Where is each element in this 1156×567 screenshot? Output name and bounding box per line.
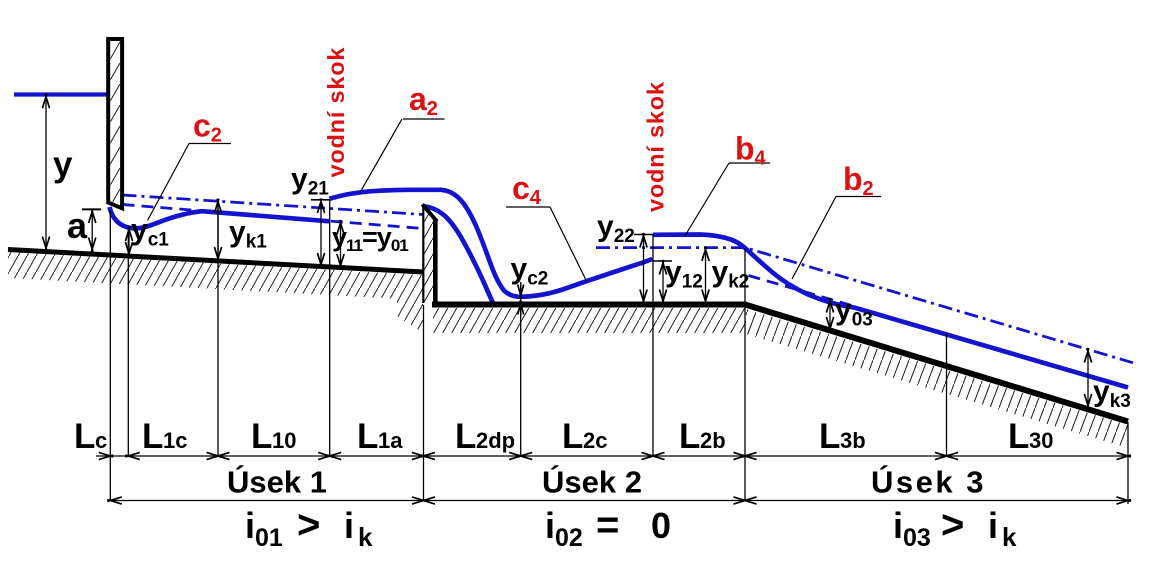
svg-text:1a: 1a bbox=[378, 428, 403, 453]
svg-text:L: L bbox=[251, 417, 272, 456]
svg-text:i: i bbox=[245, 505, 255, 546]
svg-text:i: i bbox=[545, 505, 555, 546]
svg-text:Úsek 2: Úsek 2 bbox=[542, 464, 642, 500]
svg-text:>: > bbox=[941, 503, 964, 547]
svg-text:2dp: 2dp bbox=[476, 428, 515, 453]
svg-text:i: i bbox=[988, 505, 998, 546]
svg-text:2b: 2b bbox=[700, 428, 726, 453]
svg-text:k: k bbox=[358, 522, 373, 552]
svg-text:a: a bbox=[67, 205, 88, 246]
svg-text:i: i bbox=[893, 505, 903, 546]
svg-text:0: 0 bbox=[651, 505, 671, 546]
svg-text:L: L bbox=[455, 417, 476, 456]
svg-text:y: y bbox=[53, 145, 73, 184]
svg-text:L: L bbox=[142, 417, 163, 456]
svg-text:c: c bbox=[95, 428, 107, 453]
svg-text:L: L bbox=[357, 417, 378, 456]
svg-text:vodní skok: vodní skok bbox=[323, 47, 349, 178]
svg-text:2c: 2c bbox=[583, 428, 607, 453]
svg-text:L: L bbox=[562, 417, 583, 456]
svg-text:L: L bbox=[679, 417, 700, 456]
svg-text:01: 01 bbox=[255, 524, 283, 552]
svg-text:b4: b4 bbox=[735, 131, 767, 170]
svg-text:vodní skok: vodní skok bbox=[643, 81, 669, 212]
svg-text:L: L bbox=[74, 417, 95, 456]
svg-text:=: = bbox=[596, 503, 619, 547]
svg-text:30: 30 bbox=[1029, 428, 1053, 453]
svg-text:10: 10 bbox=[272, 428, 296, 453]
svg-text:k: k bbox=[1002, 522, 1017, 552]
svg-text:>: > bbox=[297, 503, 320, 547]
svg-text:1c: 1c bbox=[163, 428, 187, 453]
svg-text:i: i bbox=[344, 505, 354, 546]
svg-text:Úsek 1: Úsek 1 bbox=[227, 464, 327, 500]
svg-text:L: L bbox=[819, 417, 840, 456]
svg-text:02: 02 bbox=[555, 524, 583, 552]
svg-text:03: 03 bbox=[903, 524, 931, 552]
svg-text:3b: 3b bbox=[840, 428, 866, 453]
svg-text:Úsek 3: Úsek 3 bbox=[871, 464, 986, 500]
svg-text:L: L bbox=[1008, 417, 1029, 456]
